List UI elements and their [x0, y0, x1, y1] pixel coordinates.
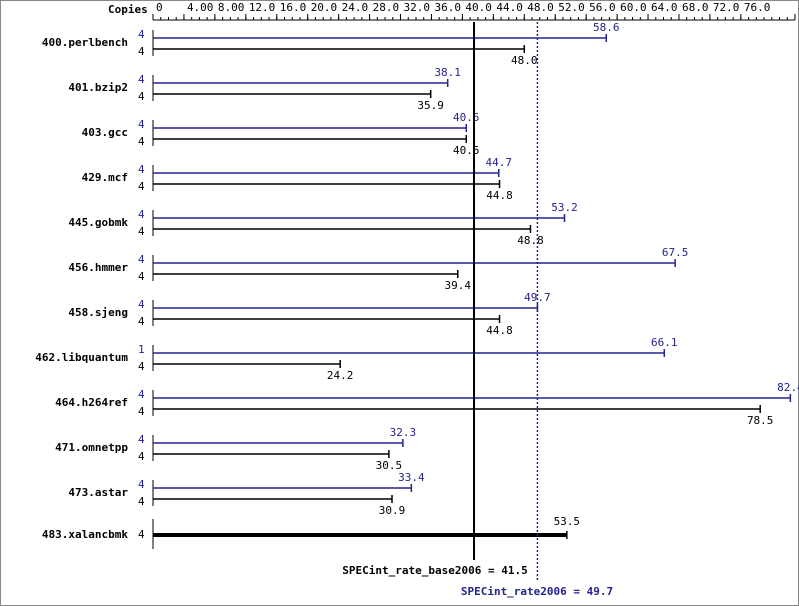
x-tick-label: 60.0 [620, 1, 647, 14]
x-tick-label: 68.0 [682, 1, 709, 14]
x-tick-label: 20.0 [311, 1, 338, 14]
copies-label: 4 [138, 45, 145, 58]
x-tick-label: 40.0 [465, 1, 492, 14]
copies-label: 4 [138, 433, 145, 446]
benchmark-label: 456.hmmer [68, 261, 128, 274]
x-tick-label: 76.0 [744, 1, 771, 14]
copies-label: 4 [138, 28, 145, 41]
value-label: 30.5 [376, 459, 403, 472]
x-tick-label: 0 [156, 1, 163, 14]
value-label: 53.2 [551, 201, 578, 214]
copies-label: 4 [138, 405, 145, 418]
value-label: 67.5 [662, 246, 689, 259]
copies-label: 4 [138, 180, 145, 193]
copies-label: 4 [138, 135, 145, 148]
x-tick-label: 32.0 [404, 1, 431, 14]
value-label: 78.5 [747, 414, 774, 427]
copies-label: 4 [138, 225, 145, 238]
benchmark-label: 471.omnetpp [55, 441, 128, 454]
copies-label: 4 [138, 388, 145, 401]
copies-label: 4 [138, 163, 145, 176]
x-tick-label: 4.00 [187, 1, 214, 14]
benchmark-label: 462.libquantum [35, 351, 128, 364]
x-tick-label: 28.0 [373, 1, 400, 14]
benchmark-label: 400.perlbench [42, 36, 128, 49]
copies-label: 4 [138, 450, 145, 463]
value-label: 44.8 [486, 189, 513, 202]
x-tick-label: 56.0 [589, 1, 616, 14]
value-label: 53.5 [554, 515, 581, 528]
copies-label: 4 [138, 495, 145, 508]
copies-header: Copies [108, 3, 148, 16]
value-label: 49.7 [524, 291, 551, 304]
benchmark-label: 458.sjeng [68, 306, 128, 319]
benchmark-label: 445.gobmk [68, 216, 128, 229]
copies-label: 4 [138, 528, 145, 541]
value-label: 66.1 [651, 336, 678, 349]
benchmark-label: 429.mcf [82, 171, 128, 184]
x-tick-label: 48.0 [527, 1, 554, 14]
copies-label: 4 [138, 360, 145, 373]
value-label: 44.8 [486, 324, 513, 337]
reference-label: SPECint_rate_base2006 = 41.5 [342, 564, 527, 577]
copies-label: 4 [138, 315, 145, 328]
value-label: 30.9 [379, 504, 406, 517]
x-tick-label: 52.0 [558, 1, 585, 14]
value-label: 39.4 [445, 279, 472, 292]
benchmark-label: 403.gcc [82, 126, 128, 139]
value-label: 40.5 [453, 111, 480, 124]
value-label: 48.8 [517, 234, 544, 247]
value-label: 58.6 [593, 21, 620, 34]
value-label: 24.2 [327, 369, 354, 382]
x-tick-label: 12.0 [249, 1, 276, 14]
benchmark-label: 473.astar [68, 486, 128, 499]
x-tick-label: 36.0 [434, 1, 461, 14]
value-label: 82.4 [777, 381, 799, 394]
value-label: 40.5 [453, 144, 480, 157]
x-tick-label: 16.0 [280, 1, 307, 14]
reference-label: SPECint_rate2006 = 49.7 [461, 585, 613, 598]
value-label: 48.0 [511, 54, 538, 67]
x-tick-label: 64.0 [651, 1, 678, 14]
copies-label: 4 [138, 253, 145, 266]
copies-label: 4 [138, 208, 145, 221]
benchmark-label: 483.xalancbmk [42, 528, 128, 541]
value-label: 44.7 [486, 156, 513, 169]
value-label: 33.4 [398, 471, 425, 484]
benchmark-label: 464.h264ref [55, 396, 128, 409]
copies-label: 1 [138, 343, 145, 356]
copies-label: 4 [138, 298, 145, 311]
x-tick-label: 8.00 [218, 1, 245, 14]
copies-label: 4 [138, 118, 145, 131]
x-tick-label: 24.0 [342, 1, 369, 14]
copies-label: 4 [138, 73, 145, 86]
benchmark-label: 401.bzip2 [68, 81, 128, 94]
x-tick-label: 72.0 [713, 1, 740, 14]
x-tick-label: 44.0 [496, 1, 523, 14]
value-label: 35.9 [417, 99, 444, 112]
value-label: 32.3 [390, 426, 417, 439]
copies-label: 4 [138, 478, 145, 491]
copies-label: 4 [138, 90, 145, 103]
copies-label: 4 [138, 270, 145, 283]
value-label: 38.1 [434, 66, 461, 79]
